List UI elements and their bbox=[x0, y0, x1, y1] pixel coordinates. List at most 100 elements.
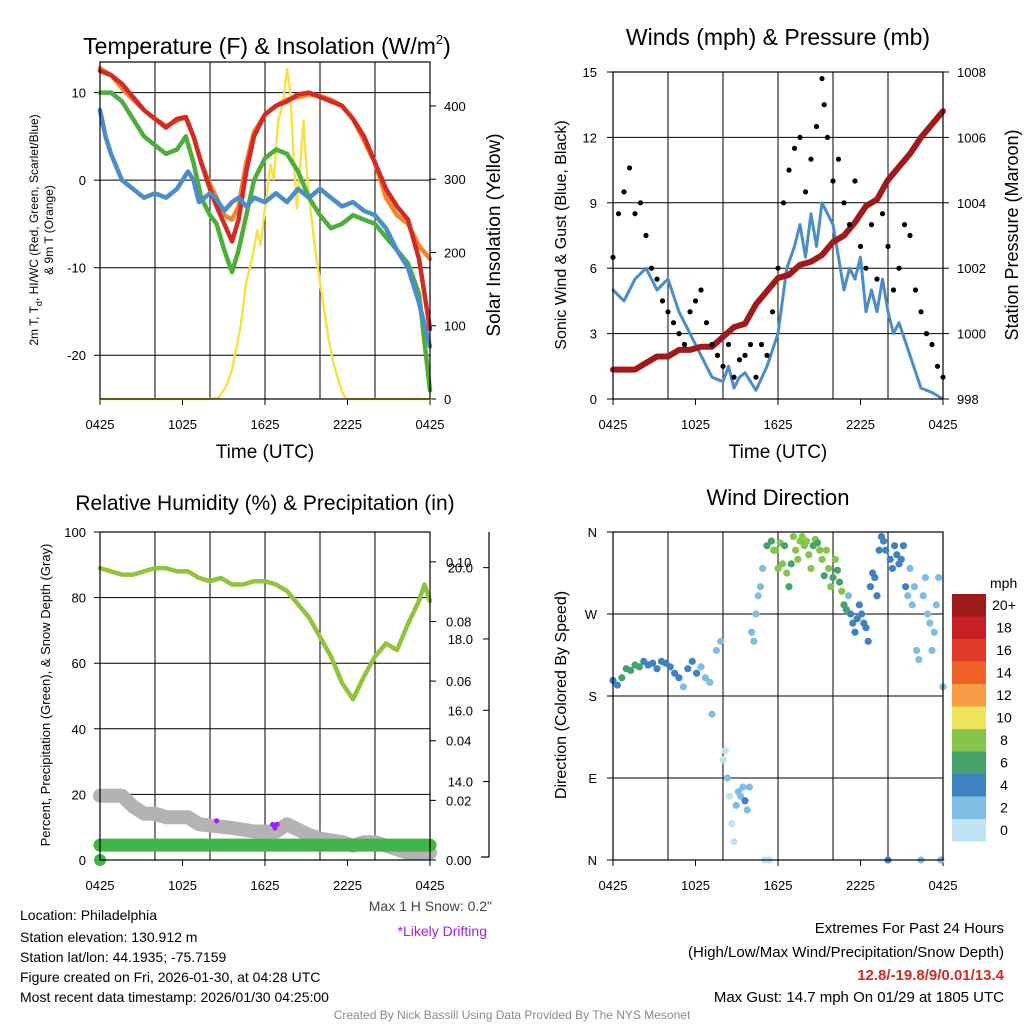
2-grid bbox=[154, 532, 376, 860]
direction-point bbox=[741, 797, 749, 805]
legend-swatch bbox=[952, 684, 986, 707]
direction-point bbox=[888, 564, 897, 573]
0-xtick-label: 1625 bbox=[251, 417, 280, 432]
gust-point bbox=[934, 363, 941, 369]
direction-point bbox=[712, 646, 721, 655]
dir-ytick-label: S bbox=[588, 689, 597, 704]
direction-point bbox=[756, 583, 765, 591]
gust-point bbox=[681, 341, 688, 348]
direction-point bbox=[798, 532, 806, 541]
direction-point bbox=[902, 583, 910, 591]
location-text: Location: Philadelphia bbox=[20, 907, 157, 923]
direction-point bbox=[783, 569, 791, 577]
direction-point bbox=[772, 546, 780, 554]
humidity-panel: 0425 1025 1625 2225 04250204060801000.000.02… bbox=[38, 492, 492, 939]
dir-ytick-label: N bbox=[588, 525, 597, 540]
direction-point bbox=[851, 628, 859, 636]
rh-title: Relative Humidity (%) & Precipitation (i… bbox=[75, 492, 454, 515]
direction-point bbox=[723, 774, 732, 782]
direction-point bbox=[814, 539, 822, 547]
direction-point bbox=[763, 542, 771, 550]
direction-point bbox=[721, 747, 729, 755]
gust-point bbox=[698, 287, 704, 293]
direction-point bbox=[899, 542, 908, 550]
gust-point bbox=[780, 200, 787, 206]
temp-ytick-label: -20 bbox=[67, 348, 86, 363]
gust-point bbox=[621, 189, 627, 195]
1-xtick-label: 1025 bbox=[681, 417, 710, 432]
direction-point bbox=[871, 573, 879, 582]
temp-ylabel-line2: & 9m T (Orange) bbox=[42, 185, 56, 275]
gust-point bbox=[890, 287, 897, 293]
direction-point bbox=[613, 681, 622, 689]
rh-snow-tick-label: 20.0 bbox=[448, 561, 473, 576]
gust-point bbox=[857, 243, 864, 249]
2-xtick-label: 1625 bbox=[251, 878, 280, 893]
temp-series-t bbox=[97, 107, 433, 349]
direction-point bbox=[853, 614, 861, 623]
direction-point bbox=[924, 610, 932, 618]
direction-point bbox=[913, 646, 921, 655]
gust-point bbox=[736, 357, 743, 363]
gust-point bbox=[703, 320, 710, 326]
direction-point bbox=[866, 583, 875, 591]
dir-points bbox=[609, 532, 947, 864]
temp-y2tick-label: 100 bbox=[444, 319, 466, 334]
direction-point bbox=[893, 551, 901, 559]
dir-plot-frame bbox=[612, 531, 944, 861]
direction-point bbox=[618, 674, 626, 682]
rh-precip-tick-label: 0.04 bbox=[446, 734, 471, 749]
max-gust-text: Max Gust: 14.7 mph On 01/29 at 1805 UTC bbox=[714, 989, 1004, 1006]
temp-ylabel-sub: d bbox=[34, 301, 44, 306]
gust-point bbox=[654, 276, 660, 282]
winds-ytick-label: 9 bbox=[590, 196, 597, 211]
winds-panel: 0425 1025 1625 2225 042503691215998100010021… bbox=[553, 24, 1022, 463]
direction-point bbox=[701, 674, 710, 682]
winds-y2label: Station Pressure (Maroon) bbox=[1002, 129, 1022, 340]
direction-point bbox=[671, 669, 679, 677]
gust-point bbox=[918, 309, 924, 315]
temp-ytick-label: 10 bbox=[72, 86, 86, 101]
temp-ylabel-line1: 2m T, T bbox=[27, 305, 41, 345]
gust-point bbox=[648, 265, 655, 271]
temp-xlabel: Time (UTC) bbox=[216, 442, 315, 463]
direction-point bbox=[891, 542, 899, 550]
gust-point bbox=[764, 352, 770, 358]
direction-point bbox=[666, 663, 674, 671]
1-xtick-label: 0425 bbox=[599, 417, 628, 432]
temp-ylabel: 2m T, Td, HI/WC (Red, Green, Scarlet/Blu… bbox=[27, 114, 56, 345]
direction-point bbox=[831, 555, 839, 563]
gust-point bbox=[714, 352, 721, 358]
2-xtick-label: 2225 bbox=[333, 878, 362, 893]
1-xtick-label: 2225 bbox=[846, 417, 875, 432]
direction-point bbox=[627, 666, 635, 675]
gust-point bbox=[725, 341, 732, 348]
rh-ytick-label: 20 bbox=[72, 787, 86, 802]
rh-plot-frame bbox=[99, 531, 431, 861]
direction-point bbox=[855, 601, 864, 609]
direction-point bbox=[906, 564, 914, 573]
gust-point bbox=[670, 320, 677, 326]
direction-point bbox=[862, 624, 870, 632]
temp-y2tick-label: 0 bbox=[444, 392, 451, 407]
rh-ytick-label: 40 bbox=[72, 722, 86, 737]
gust-point bbox=[874, 276, 880, 282]
direction-point bbox=[697, 663, 705, 671]
legend-label: 20+ bbox=[992, 597, 1016, 613]
dir-ytick-label: W bbox=[585, 607, 598, 622]
temp-ylabel-line1b: , HI/WC (Red, Green, Scarlet/Blue) bbox=[27, 114, 41, 301]
3-xtick-label: 1625 bbox=[764, 878, 793, 893]
temp-title: Temperature (F) & Insolation (W/m2) bbox=[83, 32, 451, 59]
direction-point bbox=[781, 542, 789, 550]
legend-swatch bbox=[952, 639, 986, 662]
direction-point bbox=[748, 628, 756, 636]
drift-point bbox=[214, 818, 220, 824]
gust-point bbox=[747, 341, 754, 348]
direction-point bbox=[693, 669, 701, 677]
legend-swatch bbox=[952, 706, 986, 729]
gust-point bbox=[709, 341, 715, 348]
legend-label: 14 bbox=[996, 665, 1012, 681]
direction-point bbox=[787, 560, 795, 568]
extremes-subtitle: (High/Low/Max Wind/Precipitation/Snow De… bbox=[688, 944, 1004, 961]
legend-swatch bbox=[952, 796, 986, 819]
